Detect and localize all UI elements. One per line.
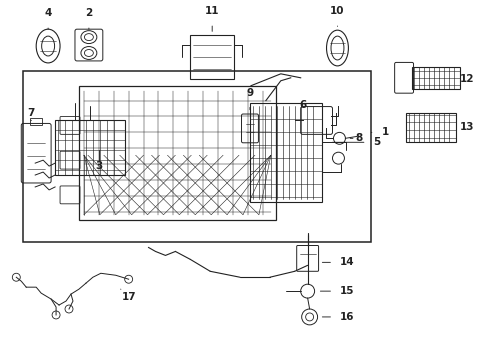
Bar [55, 121, 124, 175]
Text: 6: 6 [299, 100, 306, 109]
Text: 8: 8 [350, 133, 363, 143]
Text: 12: 12 [460, 74, 474, 84]
Text: 15: 15 [320, 286, 355, 296]
Bar [23, 71, 371, 242]
Text: 7: 7 [27, 108, 35, 121]
Text: 1: 1 [371, 127, 389, 138]
Text: 3: 3 [95, 161, 102, 171]
Bar [406, 113, 456, 142]
Text: 10: 10 [330, 6, 345, 26]
Text: 9: 9 [246, 88, 253, 110]
Text: 13: 13 [460, 122, 474, 132]
Text: 4: 4 [45, 8, 52, 29]
Text: 14: 14 [322, 257, 355, 267]
Text: 2: 2 [85, 8, 93, 29]
Bar [412, 67, 460, 89]
Text: 17: 17 [121, 289, 136, 302]
Text: 16: 16 [322, 312, 355, 322]
Bar [250, 103, 321, 202]
Text: 5: 5 [332, 137, 381, 147]
Bar [30, 118, 42, 125]
Bar [190, 35, 234, 79]
Text: 11: 11 [205, 6, 220, 31]
